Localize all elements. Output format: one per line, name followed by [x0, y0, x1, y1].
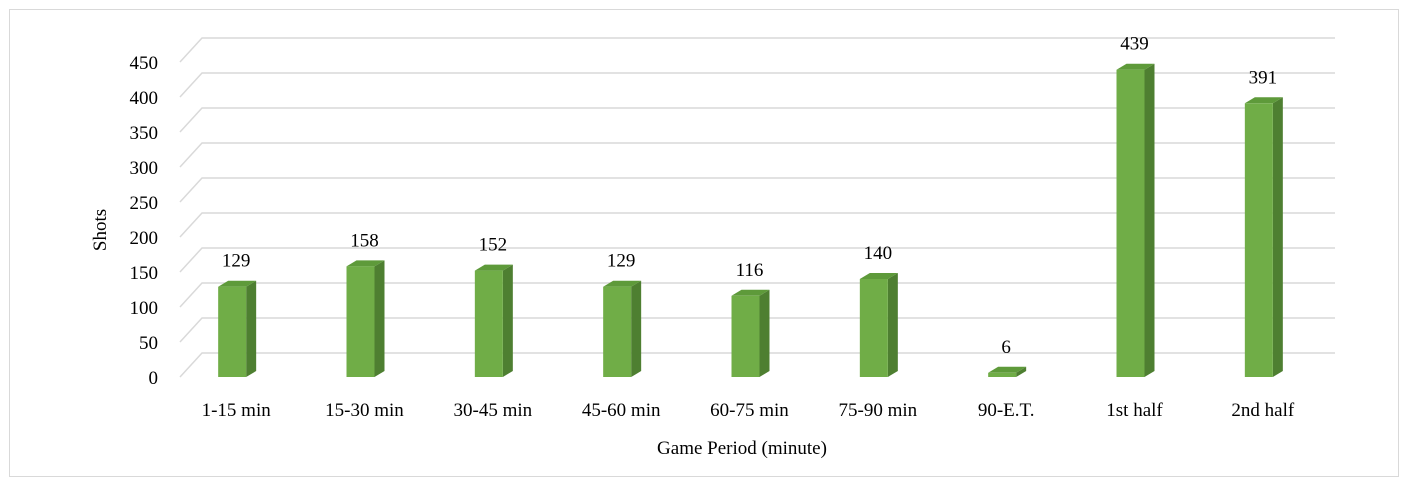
gridline [179, 317, 1335, 343]
bars [218, 63, 1283, 378]
x-tick-label: 60-75 min [710, 400, 789, 421]
bar-top [1116, 63, 1155, 70]
data-label: 6 [1001, 337, 1011, 358]
bar-side [374, 260, 385, 377]
bar-side [246, 280, 257, 377]
y-tick-label: 100 [130, 298, 159, 319]
bar-top [603, 280, 642, 287]
gridline [179, 282, 1335, 308]
x-tick-label: 45-60 min [582, 400, 661, 421]
bar-side [759, 289, 770, 377]
bar [1244, 103, 1273, 378]
x-tick-label: 75-90 min [839, 400, 918, 421]
gridline [179, 107, 1335, 133]
y-axis-ticks: 0 50 100 150 200 250 300 350 400 450 [130, 53, 159, 389]
bar [988, 372, 1017, 377]
x-tick-label: 90-E.T. [978, 400, 1035, 421]
bar [859, 279, 888, 377]
gridline [179, 177, 1335, 203]
bar-side [1144, 63, 1155, 377]
bar-side [1272, 97, 1283, 378]
x-tick-label: 1st half [1106, 400, 1163, 421]
bar-top [346, 260, 385, 267]
bar [474, 270, 503, 377]
gridline [179, 352, 1335, 378]
y-tick-label: 50 [139, 333, 158, 354]
x-tick-label: 1-15 min [202, 400, 272, 421]
gridline [179, 72, 1335, 98]
x-axis-title: Game Period (minute) [657, 438, 827, 459]
y-tick-label: 250 [130, 193, 159, 214]
bar-top [988, 366, 1027, 373]
x-tick-label: 2nd half [1231, 400, 1294, 421]
bar-side [631, 280, 642, 377]
data-label: 158 [350, 230, 379, 251]
y-tick-label: 150 [130, 263, 159, 284]
bar-top [1244, 97, 1283, 104]
bar-top [731, 289, 770, 296]
bar-side [887, 273, 898, 377]
bar [1116, 69, 1145, 377]
data-label: 152 [479, 235, 508, 256]
y-tick-label: 200 [130, 228, 159, 249]
gridline [179, 247, 1335, 273]
bar-top [474, 264, 513, 271]
gridline [179, 212, 1335, 238]
data-label: 439 [1120, 34, 1149, 55]
bar-top [859, 273, 898, 279]
bar [346, 266, 375, 377]
data-label: 129 [222, 251, 251, 272]
x-tick-label: 15-30 min [325, 400, 404, 421]
x-tick-label: 30-45 min [454, 400, 533, 421]
bar [731, 295, 760, 377]
y-tick-label: 450 [130, 53, 159, 74]
data-label: 140 [864, 243, 893, 264]
x-axis-ticks: 1-15 min 15-30 min 30-45 min 45-60 min 60-75… [202, 400, 1295, 421]
bar-top [218, 280, 257, 287]
data-label: 116 [736, 260, 764, 281]
bar [218, 286, 247, 377]
gridline [179, 37, 1335, 63]
data-labels: 129 158 152 129 116 140 6 439 391 [222, 34, 1277, 358]
bar [603, 286, 632, 377]
gridline [179, 142, 1335, 168]
y-tick-label: 300 [130, 158, 159, 179]
data-label: 129 [607, 251, 636, 272]
gridlines [179, 37, 1335, 378]
y-tick-label: 400 [130, 88, 159, 109]
y-axis-title: Shots [90, 209, 111, 251]
bar-side [1016, 366, 1027, 377]
chart-frame [9, 9, 1399, 477]
bar-side [502, 264, 513, 377]
data-label: 391 [1249, 67, 1278, 88]
y-tick-label: 350 [130, 123, 159, 144]
y-tick-label: 0 [149, 368, 159, 389]
